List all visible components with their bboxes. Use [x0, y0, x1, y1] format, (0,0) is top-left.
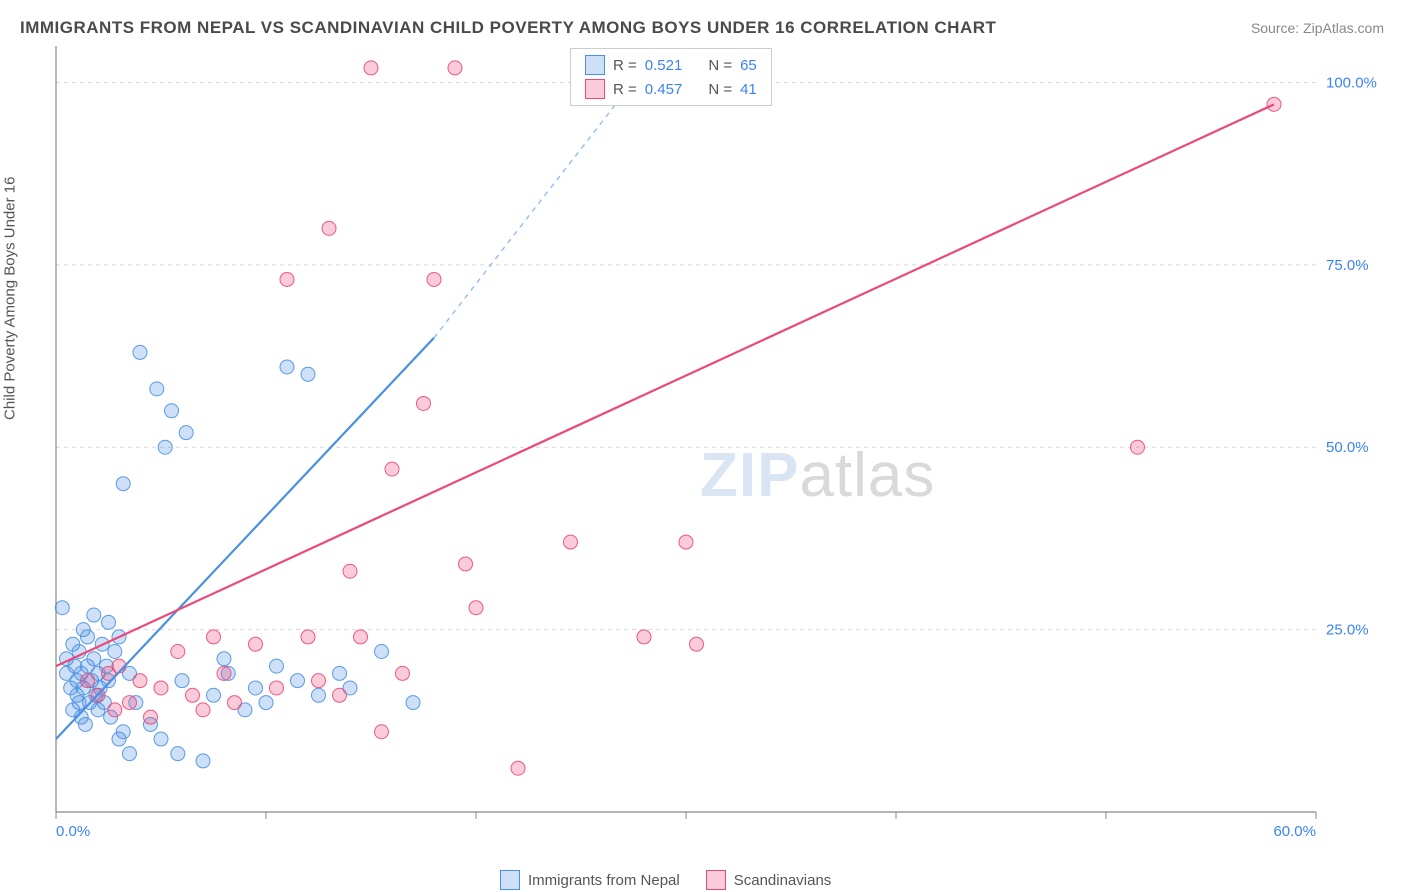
legend-item-nepal: Immigrants from Nepal: [500, 870, 680, 890]
legend-swatch-scand: [706, 870, 726, 890]
legend-label-nepal: Immigrants from Nepal: [528, 872, 680, 889]
legend-swatch-nepal: [500, 870, 520, 890]
series-legend: Immigrants from Nepal Scandinavians: [500, 870, 831, 890]
svg-text:0.0%: 0.0%: [56, 823, 90, 840]
svg-text:75.0%: 75.0%: [1326, 257, 1369, 274]
r-value-nepal: 0.521: [645, 57, 683, 74]
n-value-scand: 41: [740, 81, 757, 98]
n-value-nepal: 65: [740, 57, 757, 74]
stats-legend: R = 0.521 N = 65 R = 0.457 N = 41: [570, 48, 772, 106]
stats-row-nepal: R = 0.521 N = 65: [571, 53, 771, 77]
r-label: R =: [613, 57, 637, 74]
n-label: N =: [708, 57, 732, 74]
y-axis-label: Child Poverty Among Boys Under 16: [2, 177, 19, 420]
source-label: Source: ZipAtlas.com: [1251, 20, 1384, 36]
r-label: R =: [613, 81, 637, 98]
r-value-scand: 0.457: [645, 81, 683, 98]
svg-text:50.0%: 50.0%: [1326, 439, 1369, 456]
stats-row-scand: R = 0.457 N = 41: [571, 77, 771, 101]
svg-text:100.0%: 100.0%: [1326, 74, 1377, 91]
correlation-scatter-plot: 25.0% 50.0% 75.0% 100.0% 0.0% 60.0%: [50, 46, 1386, 848]
n-label: N =: [708, 81, 732, 98]
svg-text:25.0%: 25.0%: [1326, 622, 1369, 639]
svg-text:60.0%: 60.0%: [1273, 823, 1316, 840]
legend-label-scand: Scandinavians: [734, 872, 832, 889]
chart-title: IMMIGRANTS FROM NEPAL VS SCANDINAVIAN CH…: [20, 18, 996, 38]
swatch-nepal: [585, 55, 605, 75]
legend-item-scand: Scandinavians: [706, 870, 832, 890]
swatch-scand: [585, 79, 605, 99]
